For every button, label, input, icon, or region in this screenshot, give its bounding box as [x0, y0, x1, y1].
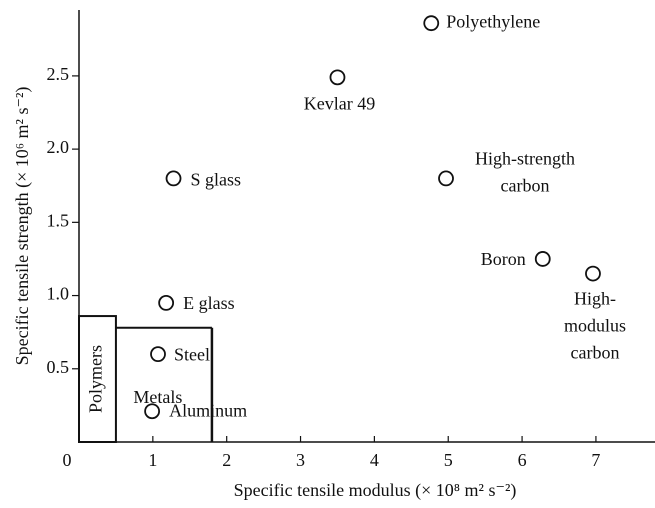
- y-tick-label: 1.5: [47, 210, 70, 230]
- data-point: [438, 170, 454, 187]
- region-label: Polymers: [86, 345, 106, 413]
- y-axis-label: Specific tensile strength (× 10⁶ m² s⁻²): [12, 87, 33, 366]
- point-label: carbon: [570, 343, 619, 363]
- point-label: Kevlar 49: [304, 93, 375, 113]
- region-label: Metals: [133, 387, 182, 407]
- region: [78, 315, 117, 443]
- point-label: Boron: [481, 249, 526, 269]
- point-label: Polyethylene: [446, 11, 540, 31]
- y-tick-label: 1.0: [47, 284, 70, 304]
- point-label: High-strength: [475, 149, 575, 169]
- y-tick-label: 0.5: [47, 357, 70, 377]
- x-tick-label: 7: [591, 450, 600, 470]
- y-tick-label: 2.0: [47, 137, 70, 157]
- data-point: [158, 294, 175, 311]
- x-tick-label: 4: [370, 450, 379, 470]
- data-point: [165, 170, 182, 187]
- x-tick-label: 1: [148, 450, 157, 470]
- point-label: S glass: [191, 170, 242, 190]
- data-point: [144, 403, 161, 420]
- x-tick-label: 3: [296, 450, 305, 470]
- data-point: [585, 265, 601, 282]
- data-point: [150, 346, 166, 363]
- data-point: [329, 69, 346, 86]
- point-label: Steel: [174, 344, 210, 364]
- data-point: [534, 251, 551, 267]
- x-tick-label: 5: [444, 450, 453, 470]
- point-label: carbon: [501, 176, 550, 196]
- x-tick-label: 6: [518, 450, 527, 470]
- y-tick-label: 2.5: [47, 64, 70, 84]
- data-point: [423, 15, 440, 32]
- point-label: High-: [574, 289, 616, 309]
- x-tick-label: 2: [222, 450, 231, 470]
- x-tick-label: 0: [63, 450, 72, 470]
- point-label: Aluminum: [169, 400, 247, 420]
- point-label: E glass: [183, 293, 235, 313]
- point-label: modulus: [564, 316, 626, 336]
- x-axis-label: Specific tensile modulus (× 10⁸ m² s⁻²): [234, 480, 517, 501]
